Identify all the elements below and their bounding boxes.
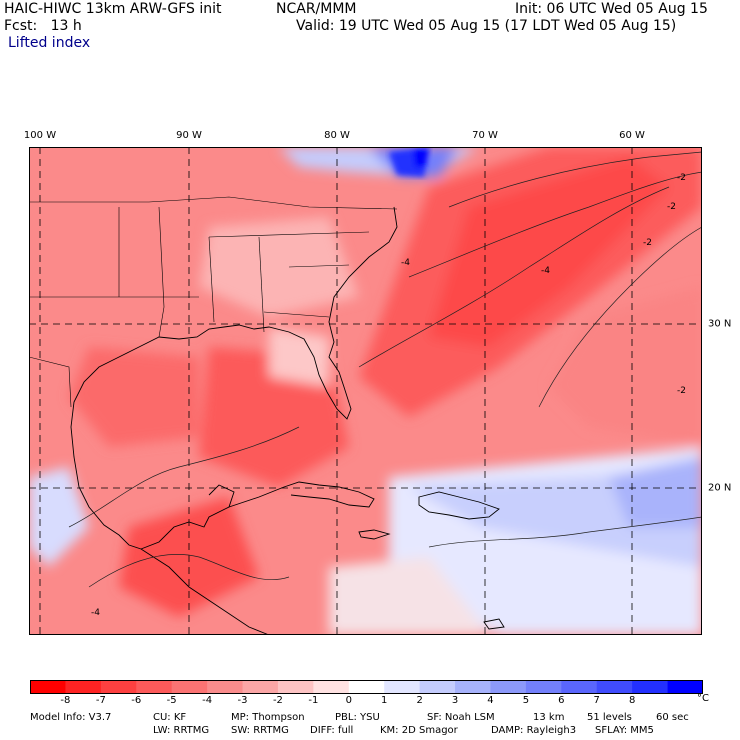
forecast-hour: Fcst: 13 h [4, 18, 82, 34]
surface-layer-scheme: SFLAY: MM5 [595, 725, 654, 736]
colorbar-swatch [277, 680, 314, 694]
colorbar-tick-label: 3 [451, 695, 459, 706]
colorbar-tick-label: -5 [166, 695, 177, 706]
colorbar-swatch [561, 680, 598, 694]
init-time: Init: 06 UTC Wed 05 Aug 15 [515, 1, 708, 17]
colorbar-swatch [490, 680, 527, 694]
colorbar-tick-label: -3 [237, 695, 248, 706]
surface-scheme: SF: Noah LSM [427, 712, 495, 723]
colorbar-swatch [242, 680, 279, 694]
colorbar-swatch [667, 680, 703, 694]
colorbar-tick-label: 6 [558, 695, 565, 706]
colorbar-tick-label: -4 [202, 695, 213, 706]
model-title: HAIC-HIWC 13km ARW-GFS init [4, 1, 222, 17]
contour-label: -2 [677, 173, 686, 183]
lat-label-30n: 30 N [708, 318, 732, 330]
model-info: Model Info: V3.7 [30, 712, 112, 723]
colorbar-swatch [136, 680, 173, 694]
lat-label-20n: 20 N [708, 482, 732, 494]
colorbar-tick-label: -6 [131, 695, 142, 706]
pbl-scheme: PBL: YSU [335, 712, 380, 723]
longwave-scheme: LW: RRTMG [153, 725, 210, 736]
lon-label-90w: 90 W [176, 130, 202, 141]
colorbar-swatch [348, 680, 385, 694]
colorbar-swatch [384, 680, 421, 694]
contour-label: -2 [667, 202, 676, 212]
colorbar-frame [30, 680, 703, 694]
diffusion-setting: DIFF: full [310, 725, 354, 736]
colorbar-tick-label: -8 [60, 695, 71, 706]
colorbar-tick-label: -1 [308, 695, 319, 706]
damping-setting: DAMP: Rayleigh3 [491, 725, 577, 736]
colorbar-swatch [313, 680, 350, 694]
map-frame [29, 147, 702, 635]
colorbar-tick-label: 7 [593, 695, 600, 706]
shortwave-scheme: SW: RRTMG [231, 725, 289, 736]
vertical-levels: 51 levels [587, 712, 632, 723]
colorbar-swatch [525, 680, 562, 694]
organization-label: NCAR/MMM [276, 1, 357, 17]
colorbar [30, 680, 703, 694]
colorbar-swatch [596, 680, 633, 694]
colorbar-swatch [171, 680, 208, 694]
lifted-index-map: -4 -2 -2 -2 -4 -4 -2 [29, 147, 702, 635]
field-shading [29, 147, 702, 635]
colorbar-swatch [419, 680, 456, 694]
colorbar-swatch [30, 680, 66, 694]
cumulus-scheme: CU: KF [153, 712, 187, 723]
contour-labels: -4 -2 -2 -2 -4 -4 -2 [91, 173, 686, 618]
colorbar-swatch [65, 680, 102, 694]
colorbar-swatch [100, 680, 137, 694]
lat-lon-grid [29, 147, 702, 635]
lon-label-60w: 60 W [619, 130, 645, 141]
lon-label-80w: 80 W [324, 130, 350, 141]
contour-label: -2 [643, 238, 652, 248]
colorbar-tick-label: 8 [628, 695, 636, 706]
grid-spacing: 13 km [533, 712, 565, 723]
field-name: Lifted index [8, 35, 91, 51]
time-step: 60 sec [656, 712, 689, 723]
colorbar-tick-label: 0 [345, 695, 352, 706]
lon-label-100w: 100 W [23, 130, 57, 141]
colorbar-unit: °C [697, 693, 709, 704]
valid-time: Valid: 19 UTC Wed 05 Aug 15 (17 LDT Wed … [296, 18, 677, 34]
colorbar-swatch [207, 680, 244, 694]
colorbar-tick-label: 4 [487, 695, 494, 706]
contour-label: -2 [677, 386, 686, 396]
colorbar-tick-label: 2 [416, 695, 423, 706]
borders [29, 196, 398, 408]
contour-label: -4 [91, 608, 100, 618]
contours [68, 151, 702, 588]
microphysics-scheme: MP: Thompson [231, 712, 305, 723]
colorbar-swatch [455, 680, 491, 694]
colorbar-tick-label: 5 [522, 695, 530, 706]
colorbar-swatch [632, 680, 669, 694]
colorbar-tick-label: 1 [381, 695, 388, 706]
eddy-coefficient: KM: 2D Smagor [380, 725, 458, 736]
lon-label-70w: 70 W [472, 130, 498, 141]
colorbar-tick-label: -2 [272, 695, 283, 706]
coastlines [70, 206, 505, 635]
contour-label: -4 [541, 266, 550, 276]
contour-label: -4 [401, 258, 410, 268]
colorbar-tick-label: -7 [95, 695, 106, 706]
